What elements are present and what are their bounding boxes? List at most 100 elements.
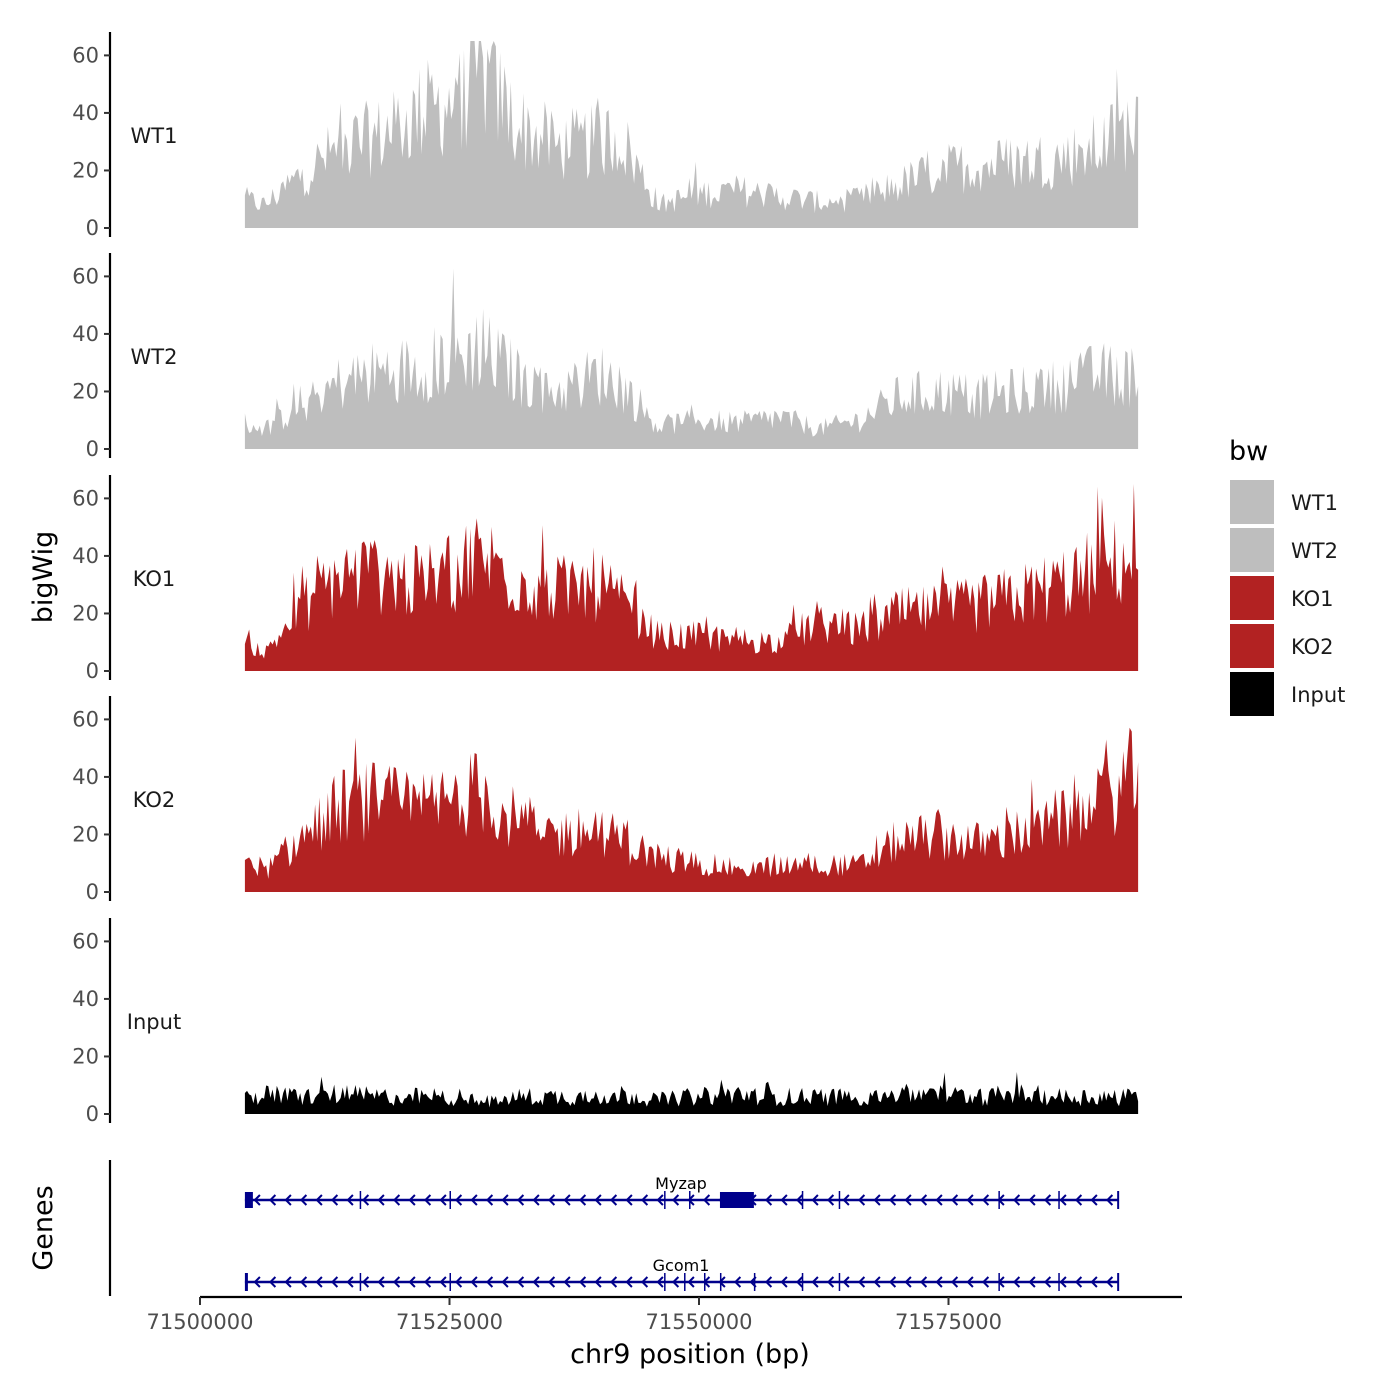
strand-arrow <box>733 1276 742 1288</box>
strand-arrow <box>392 1194 401 1206</box>
track-area-wt2 <box>244 268 1139 449</box>
gene-myzap: Myzap <box>244 1174 1120 1209</box>
strand-arrow <box>408 1194 416 1206</box>
strand-arrow <box>253 1194 261 1206</box>
gene-exon <box>664 1273 666 1291</box>
y-tick-label: 0 <box>86 659 99 683</box>
strand-arrow <box>330 1194 339 1206</box>
strand-arrow <box>1012 1194 1021 1206</box>
strand-arrow <box>935 1194 943 1206</box>
track-label-wt2: WT2 <box>131 345 178 369</box>
strand-arrow <box>609 1194 618 1206</box>
strand-arrow <box>625 1276 633 1288</box>
gene-exon <box>244 1192 253 1208</box>
strand-arrow <box>950 1194 959 1206</box>
strand-arrow <box>439 1194 447 1206</box>
strand-arrow <box>299 1276 308 1288</box>
track-ko1: 0 20 40 60 KO1 <box>72 484 1139 683</box>
gene-exon <box>244 1273 248 1291</box>
strand-arrow <box>423 1194 432 1206</box>
strand-arrow <box>1012 1276 1021 1288</box>
track-ko2: 0 20 40 60 KO2 <box>72 707 1139 904</box>
strand-arrow <box>1043 1194 1052 1206</box>
legend-key-input <box>1230 672 1274 716</box>
strand-arrow <box>315 1276 323 1288</box>
strand-arrow <box>857 1194 866 1206</box>
y-tick-label: 0 <box>86 216 99 240</box>
track-wt2: 0 20 40 60 WT2 <box>72 264 1139 461</box>
y-tick-label: 20 <box>72 601 99 625</box>
strand-arrow <box>563 1276 571 1288</box>
strand-arrow <box>1090 1276 1098 1288</box>
strand-arrow <box>826 1276 835 1288</box>
strand-arrow <box>935 1276 943 1288</box>
y-tick-label: 40 <box>72 101 99 125</box>
gene-exon <box>449 1191 451 1209</box>
gene-exon <box>359 1191 362 1209</box>
strand-arrow <box>671 1194 680 1206</box>
gene-exon <box>838 1191 841 1209</box>
gene-exon <box>998 1191 1000 1209</box>
gene-exon <box>1058 1191 1060 1209</box>
strand-arrow <box>625 1194 633 1206</box>
strand-arrow <box>656 1276 664 1288</box>
strand-arrow <box>687 1276 695 1288</box>
legend-title: bw <box>1229 436 1268 467</box>
strand-arrow <box>253 1276 261 1288</box>
y-tick-label: 0 <box>86 437 99 461</box>
strand-arrow <box>578 1276 587 1288</box>
strand-arrow <box>811 1194 819 1206</box>
strand-arrow <box>1074 1194 1083 1206</box>
strand-arrow <box>1105 1194 1114 1206</box>
y-tick-label: 60 <box>72 264 99 288</box>
gene-exon <box>753 1273 756 1291</box>
x-axis: 71500000 71525000 71550000 71575000 <box>147 1297 1002 1334</box>
legend-key-wt2 <box>1230 528 1274 572</box>
strand-arrow <box>485 1276 494 1288</box>
gene-exon <box>801 1273 804 1291</box>
track-input: 0 20 40 60 Input <box>72 929 1139 1126</box>
strand-arrow <box>609 1276 618 1288</box>
y-tick-label: 20 <box>72 158 99 182</box>
strand-arrow <box>1074 1276 1083 1288</box>
y-tick-label: 60 <box>72 707 99 731</box>
y-tick-label: 20 <box>72 822 99 846</box>
legend-key-ko1 <box>1230 576 1274 620</box>
track-area-input <box>244 1072 1139 1114</box>
gene-exon <box>998 1273 1000 1291</box>
y-tick-label: 60 <box>72 929 99 953</box>
strand-arrow <box>1105 1276 1114 1288</box>
strand-arrow <box>842 1194 850 1206</box>
gene-label: Gcom1 <box>653 1256 710 1275</box>
strand-arrow <box>408 1276 416 1288</box>
y-tick-label: 40 <box>72 322 99 346</box>
track-label-wt1: WT1 <box>131 124 178 148</box>
strand-arrow <box>501 1194 509 1206</box>
strand-arrow <box>377 1276 385 1288</box>
track-area-ko2 <box>244 727 1139 892</box>
strand-arrow <box>547 1194 556 1206</box>
strand-arrow <box>640 1276 649 1288</box>
strand-arrow <box>656 1194 664 1206</box>
x-tick-label: 71550000 <box>646 1310 753 1334</box>
legend-key-wt1 <box>1230 480 1274 524</box>
strand-arrow <box>501 1276 509 1288</box>
strand-arrow <box>904 1194 912 1206</box>
track-label-ko1: KO1 <box>133 567 176 591</box>
strand-arrow <box>454 1194 463 1206</box>
strand-arrow <box>857 1276 866 1288</box>
y-axis-title: bigWig <box>28 531 59 624</box>
strand-arrow <box>764 1276 773 1288</box>
genes-panel-title: Genes <box>28 1185 59 1270</box>
strand-arrow <box>687 1194 695 1206</box>
strand-arrow <box>640 1194 649 1206</box>
x-tick-label: 71525000 <box>396 1310 503 1334</box>
track-area-ko1 <box>244 484 1139 671</box>
strand-arrow <box>780 1194 788 1206</box>
strand-arrow <box>1059 1276 1067 1288</box>
gene-exon <box>703 1273 706 1291</box>
strand-arrow <box>842 1276 850 1288</box>
strand-arrow <box>1028 1276 1036 1288</box>
strand-arrow <box>919 1194 928 1206</box>
x-axis-title: chr9 position (bp) <box>570 1339 810 1370</box>
